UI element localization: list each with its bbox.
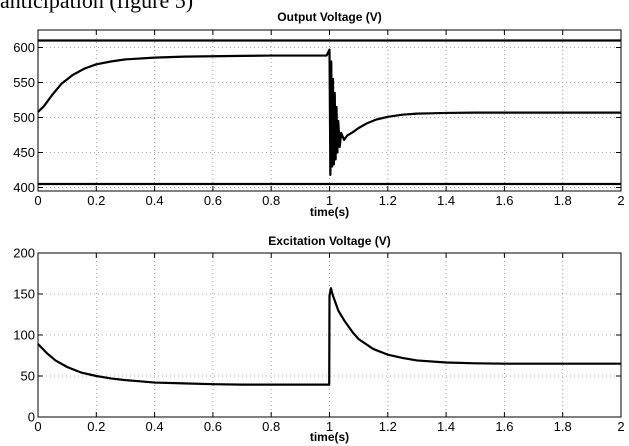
x-tick-label: 1 bbox=[326, 419, 333, 434]
x-tick-label: 1.2 bbox=[379, 193, 397, 208]
chart-panel-1: 0 0.2 0.4 0.6 0.8 1 1.2 1.4 1.6 1.8 2 400 450 500 550 6… bbox=[13, 10, 624, 219]
y-tick-label: 150 bbox=[13, 287, 35, 302]
y-tick-label: 550 bbox=[13, 75, 35, 90]
series-line-1 bbox=[37, 287, 621, 386]
cut-caption-text: anticipation (figure 5) bbox=[0, 0, 194, 13]
x-tick-label: 0.2 bbox=[87, 419, 105, 434]
x-tick-label: 1.6 bbox=[495, 193, 513, 208]
y-tick-label: 0 bbox=[28, 410, 35, 425]
y-tick-label: 400 bbox=[13, 180, 35, 195]
x-tick-label: 0.6 bbox=[204, 193, 222, 208]
x-tick-label: 1.8 bbox=[554, 193, 572, 208]
chart-title: Output Voltage (V) bbox=[277, 10, 381, 24]
x-axis-label: time(s) bbox=[310, 205, 349, 219]
x-tick-label: 0.8 bbox=[262, 193, 280, 208]
x-tick-label: 0 bbox=[34, 419, 41, 434]
x-axis-label: time(s) bbox=[310, 430, 349, 444]
y-tick-label: 450 bbox=[13, 145, 35, 160]
y-tick-label: 50 bbox=[21, 369, 35, 384]
x-tick-label: 0.4 bbox=[146, 193, 164, 208]
x-tick-label: 1 bbox=[326, 193, 333, 208]
x-tick-label: 0.8 bbox=[262, 419, 280, 434]
x-tick-label: 0.6 bbox=[204, 419, 222, 434]
y-tick-label: 600 bbox=[13, 40, 35, 55]
y-tick-label: 500 bbox=[13, 110, 35, 125]
x-tick-label: 1.2 bbox=[379, 419, 397, 434]
x-tick-label: 2 bbox=[617, 419, 624, 434]
x-tick-label: 1.4 bbox=[437, 193, 455, 208]
x-tick-label: 1.8 bbox=[554, 419, 572, 434]
chart-panel-2: 0 0.2 0.4 0.6 0.8 1 1.2 1.4 1.6 1.8 2 0 50 100 150 200 E… bbox=[13, 234, 624, 444]
y-tick-label: 200 bbox=[13, 246, 35, 261]
x-tick-label: 2 bbox=[617, 193, 624, 208]
x-tick-label: 0 bbox=[34, 193, 41, 208]
x-tick-label: 0.2 bbox=[87, 193, 105, 208]
series-line-1 bbox=[37, 48, 621, 176]
chart-title: Excitation Voltage (V) bbox=[268, 234, 390, 248]
x-tick-label: 0.4 bbox=[146, 419, 164, 434]
x-tick-label: 1.4 bbox=[437, 419, 455, 434]
y-tick-label: 100 bbox=[13, 328, 35, 343]
x-tick-label: 1.6 bbox=[495, 419, 513, 434]
